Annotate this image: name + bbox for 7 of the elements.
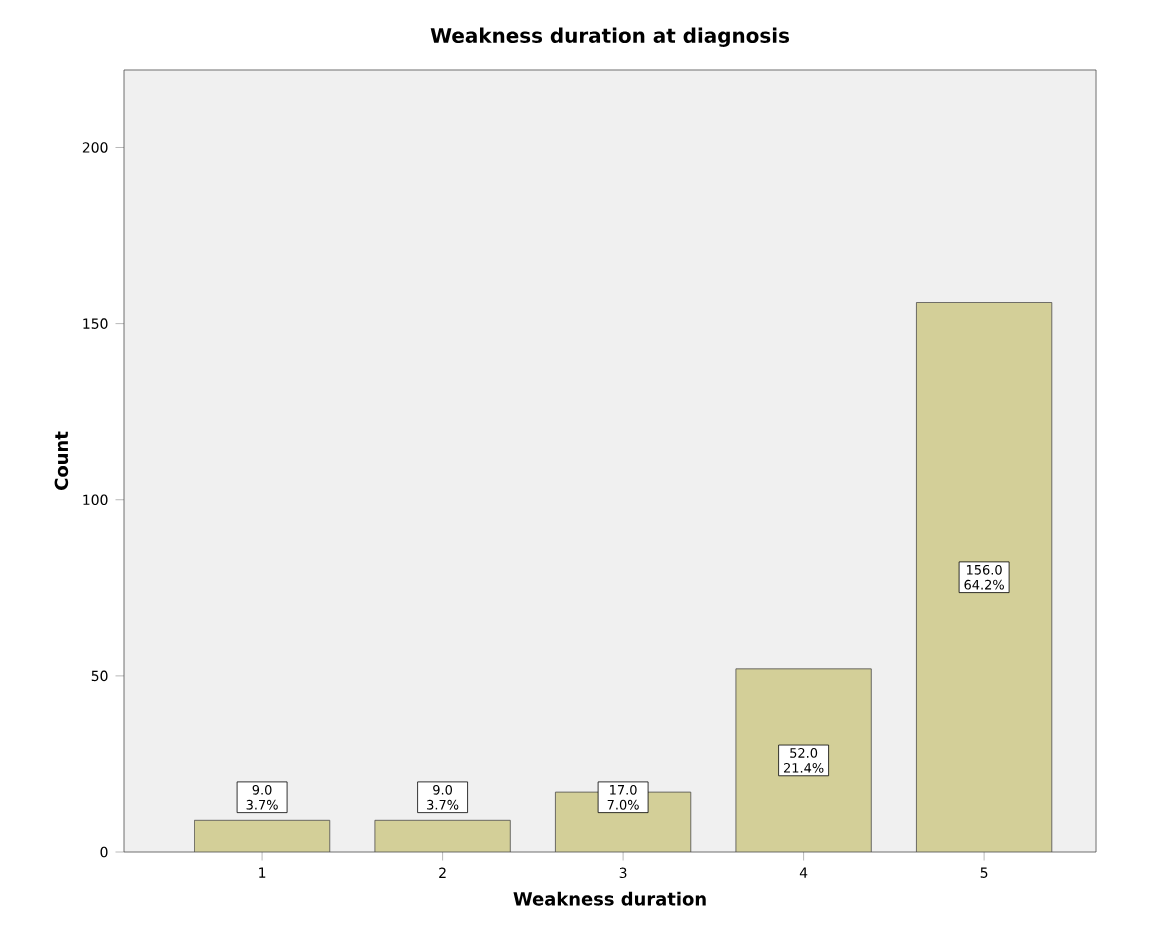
x-axis-title: Weakness duration [513, 891, 706, 906]
y-axis-title: Count [54, 431, 69, 490]
bar [735, 668, 872, 852]
bar [194, 819, 331, 852]
bar [374, 820, 511, 852]
chart-title: Weakness duration at diagnosis [430, 27, 790, 48]
bar [916, 302, 1053, 852]
